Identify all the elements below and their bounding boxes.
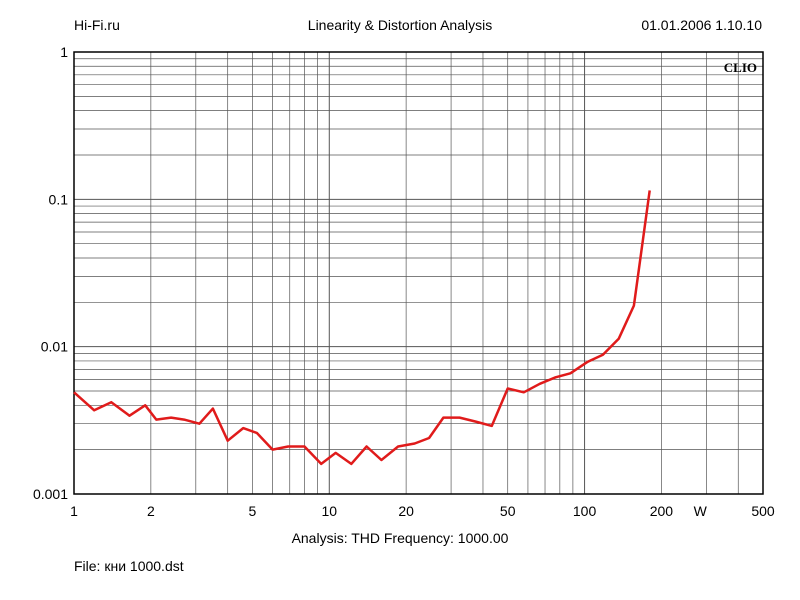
x-tick-label: 20: [398, 503, 414, 519]
analysis-info: Analysis: THD Frequency: 1000.00: [291, 530, 509, 546]
header-timestamp: 01.01.2006 1.10.10: [641, 17, 762, 33]
thd-series-line: [73, 190, 651, 466]
x-axis-label: W: [694, 503, 708, 519]
x-tick-label: 10: [321, 503, 337, 519]
y-tick-label: 1: [60, 44, 68, 60]
file-name-label: File: кни 1000.dst: [74, 558, 184, 574]
chart-grid: [74, 52, 763, 494]
x-tick-label: 100: [573, 503, 597, 519]
series-group: [73, 190, 651, 466]
plot-frame: [73, 51, 764, 495]
x-tick-label: 50: [500, 503, 516, 519]
x-tick-label: 2: [147, 503, 155, 519]
y-tick-label: 0.1: [49, 191, 69, 207]
tick-labels: 1 2 5 10 20 50 100 200 500 W 1 0.1 0.01 0.001: [33, 44, 775, 519]
y-tick-label: 0.01: [41, 339, 68, 355]
y-tick-label: 0.001: [33, 486, 68, 502]
x-tick-label: 5: [249, 503, 257, 519]
x-tick-label: 500: [751, 503, 775, 519]
clio-brand-label: CLIO: [724, 60, 757, 75]
x-tick-label: 1: [70, 503, 78, 519]
header-left-label: Hi-Fi.ru: [74, 17, 120, 33]
x-tick-label: 200: [650, 503, 674, 519]
chart-title: Linearity & Distortion Analysis: [307, 17, 493, 33]
